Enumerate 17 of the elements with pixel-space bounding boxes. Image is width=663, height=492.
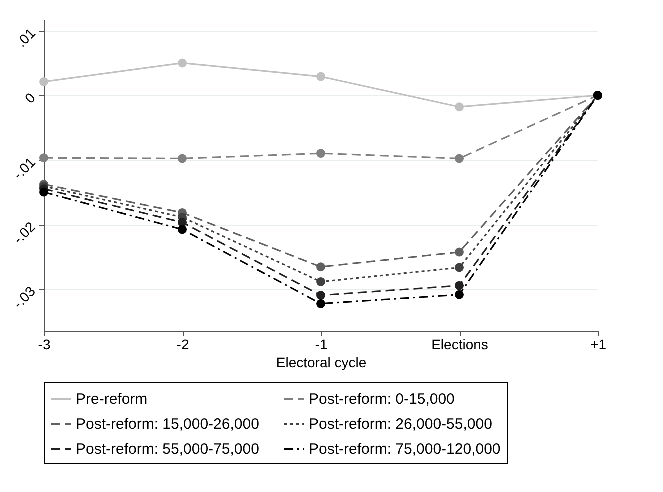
legend-label: Post-reform: 26,000-55,000: [309, 416, 492, 433]
y-tick-label: -.02: [10, 218, 39, 248]
y-tick-label: -.01: [10, 154, 39, 183]
x-tick-label: -3: [38, 336, 51, 352]
y-tick-label: -.03: [10, 283, 39, 312]
legend-label: Post-reform: 55,000-75,000: [76, 441, 260, 458]
legend-label: Post-reform: 75,000-120,000: [309, 441, 501, 458]
y-tick-label: 0: [22, 89, 39, 106]
legend-label: Pre-reform: [76, 391, 148, 408]
x-tick-label: +1: [590, 336, 607, 352]
y-tick-label: .01: [13, 24, 39, 50]
x-axis-title: Electoral cycle: [276, 354, 367, 370]
x-tick-label: -1: [315, 336, 328, 352]
x-tick-label: Elections: [432, 336, 488, 352]
legend-label: Post-reform: 0-15,000: [309, 391, 455, 408]
legend-label: Post-reform: 15,000-26,000: [76, 416, 260, 433]
x-tick-label: -2: [176, 336, 190, 352]
